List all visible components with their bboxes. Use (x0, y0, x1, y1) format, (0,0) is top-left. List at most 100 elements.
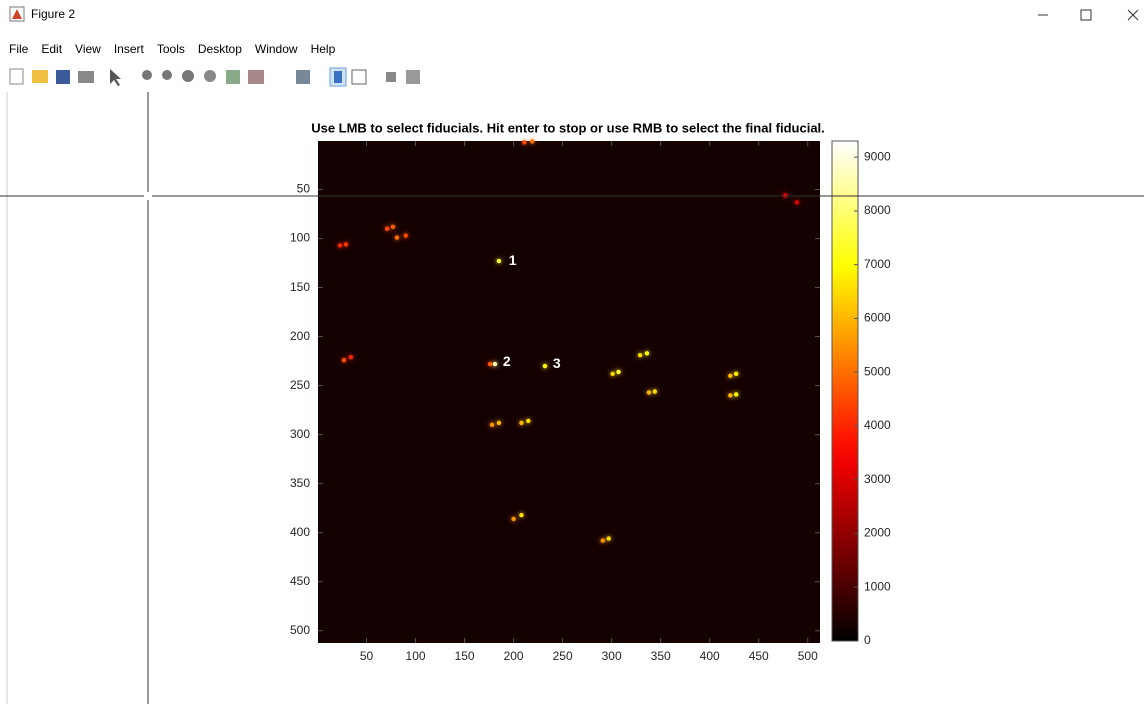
x-tick-label: 450 (749, 649, 769, 663)
fiducial-label: 1 (509, 252, 517, 268)
colorbar-tick-label: 6000 (864, 311, 891, 325)
menu-item[interactable]: Insert (114, 42, 144, 62)
fiducial-spot (601, 538, 605, 542)
tool-print[interactable] (78, 71, 94, 83)
x-tick-label: 100 (406, 649, 426, 663)
fiducial-spot (728, 393, 732, 397)
fiducial-label: 2 (503, 353, 511, 369)
fiducial-spot (385, 227, 389, 231)
fiducial-spot (519, 421, 523, 425)
y-tick-label: 350 (290, 476, 310, 490)
fiducial-spot (490, 423, 494, 427)
y-tick-label: 500 (290, 623, 310, 637)
toolbar-icons (0, 64, 440, 90)
maximize[interactable] (1081, 10, 1091, 20)
colorbar-tick-label: 4000 (864, 418, 891, 432)
menu-item[interactable]: Tools (157, 42, 185, 62)
fiducial-spot (645, 351, 649, 355)
menu-bar: File Edit View Insert Tools Desktop Window Help (0, 42, 339, 62)
menu-item[interactable]: Help (311, 42, 336, 62)
fiducial-spot (647, 390, 651, 394)
fiducial-spot (734, 372, 738, 376)
tool-legend[interactable] (352, 70, 366, 84)
fiducial-spot (497, 259, 501, 263)
fiducial-spot (543, 364, 547, 368)
menu-item[interactable]: Window (255, 42, 298, 62)
tool-pointer[interactable] (110, 69, 121, 86)
tool-icons (10, 68, 420, 86)
y-tick-label: 450 (290, 574, 310, 588)
x-tick-label: 200 (504, 649, 524, 663)
tool-save[interactable] (56, 70, 70, 84)
fiducial-label: 3 (553, 355, 561, 371)
y-tick-label: 50 (297, 182, 311, 196)
colorbar-tick-label: 9000 (864, 149, 891, 163)
fiducial-spot (338, 243, 342, 247)
colorbar-tick-label: 8000 (864, 203, 891, 217)
y-tick-label: 300 (290, 427, 310, 441)
y-tick-label: 200 (290, 329, 310, 343)
fiducial-spot (638, 353, 642, 357)
fiducial-spot (653, 389, 657, 393)
tool-open[interactable] (32, 70, 48, 83)
fiducial-spot (783, 193, 787, 197)
y-tick-label: 400 (290, 525, 310, 539)
fiducial-spot (511, 517, 515, 521)
fiducial-spot (522, 140, 526, 144)
fiducial-spot (395, 235, 399, 239)
fiducial-spot (344, 242, 348, 246)
colorbar-tick-label: 2000 (864, 526, 891, 540)
fiducial-spot (519, 513, 523, 517)
tool-datatip[interactable] (226, 70, 240, 84)
tool-show[interactable] (406, 70, 420, 84)
x-tick-label: 300 (602, 649, 622, 663)
colorbar-tick-label: 7000 (864, 257, 891, 271)
y-tick-label: 100 (290, 231, 310, 245)
fiducial-spot (795, 200, 799, 204)
x-tick-label: 50 (360, 649, 374, 663)
toolbar (0, 64, 1144, 90)
menu-item[interactable]: Edit (41, 42, 62, 62)
fiducial-spot (342, 358, 346, 362)
fiducial-spot (616, 370, 620, 374)
tool-rotate[interactable] (204, 70, 216, 82)
fiducial-spot (526, 419, 530, 423)
fiducial-spot (488, 362, 492, 366)
tool-link[interactable] (296, 70, 310, 84)
title-icons (0, 0, 1144, 30)
x-tick-label: 250 (553, 649, 573, 663)
tool-pan[interactable] (182, 70, 194, 82)
figure-window: Figure 2 File Edit View Insert Tools Desktop W… (0, 0, 1144, 704)
axes-title: Use LMB to select fiducials. Hit enter t… (311, 120, 825, 135)
colorbar (832, 141, 858, 641)
fiducial-spot (391, 225, 395, 229)
fiducial-spot (610, 372, 614, 376)
fiducial-spot (728, 374, 732, 378)
colorbar-tick-label: 3000 (864, 472, 891, 486)
x-tick-label: 500 (798, 649, 818, 663)
image-background (318, 141, 820, 643)
colorbar-tick-label: 0 (864, 633, 871, 647)
tool-new[interactable] (10, 69, 23, 84)
x-tick-label: 350 (651, 649, 671, 663)
x-tick-label: 150 (455, 649, 475, 663)
title-bar: Figure 2 (0, 0, 1144, 30)
fiducial-spot (734, 392, 738, 396)
tool-brush[interactable] (248, 70, 264, 84)
colorbar-tick-label: 1000 (864, 579, 891, 593)
close[interactable] (1128, 10, 1138, 20)
fiducial-spot (493, 362, 497, 366)
menu-item[interactable]: Desktop (198, 42, 242, 62)
colorbar-tick-label: 5000 (864, 364, 891, 378)
tool-hide[interactable] (386, 72, 396, 82)
figure-area: Use LMB to select fiducials. Hit enter t… (0, 92, 1144, 704)
menu-item[interactable]: File (9, 42, 28, 62)
window-title: Figure 2 (31, 7, 75, 21)
menu-item[interactable]: View (75, 42, 101, 62)
tool-zoom-out[interactable] (162, 70, 172, 80)
fiducial-spot (404, 233, 408, 237)
tool-colorbar-inner[interactable] (334, 71, 342, 83)
tool-zoom-in[interactable] (142, 70, 152, 80)
x-tick-label: 400 (700, 649, 720, 663)
fiducial-spot (607, 536, 611, 540)
